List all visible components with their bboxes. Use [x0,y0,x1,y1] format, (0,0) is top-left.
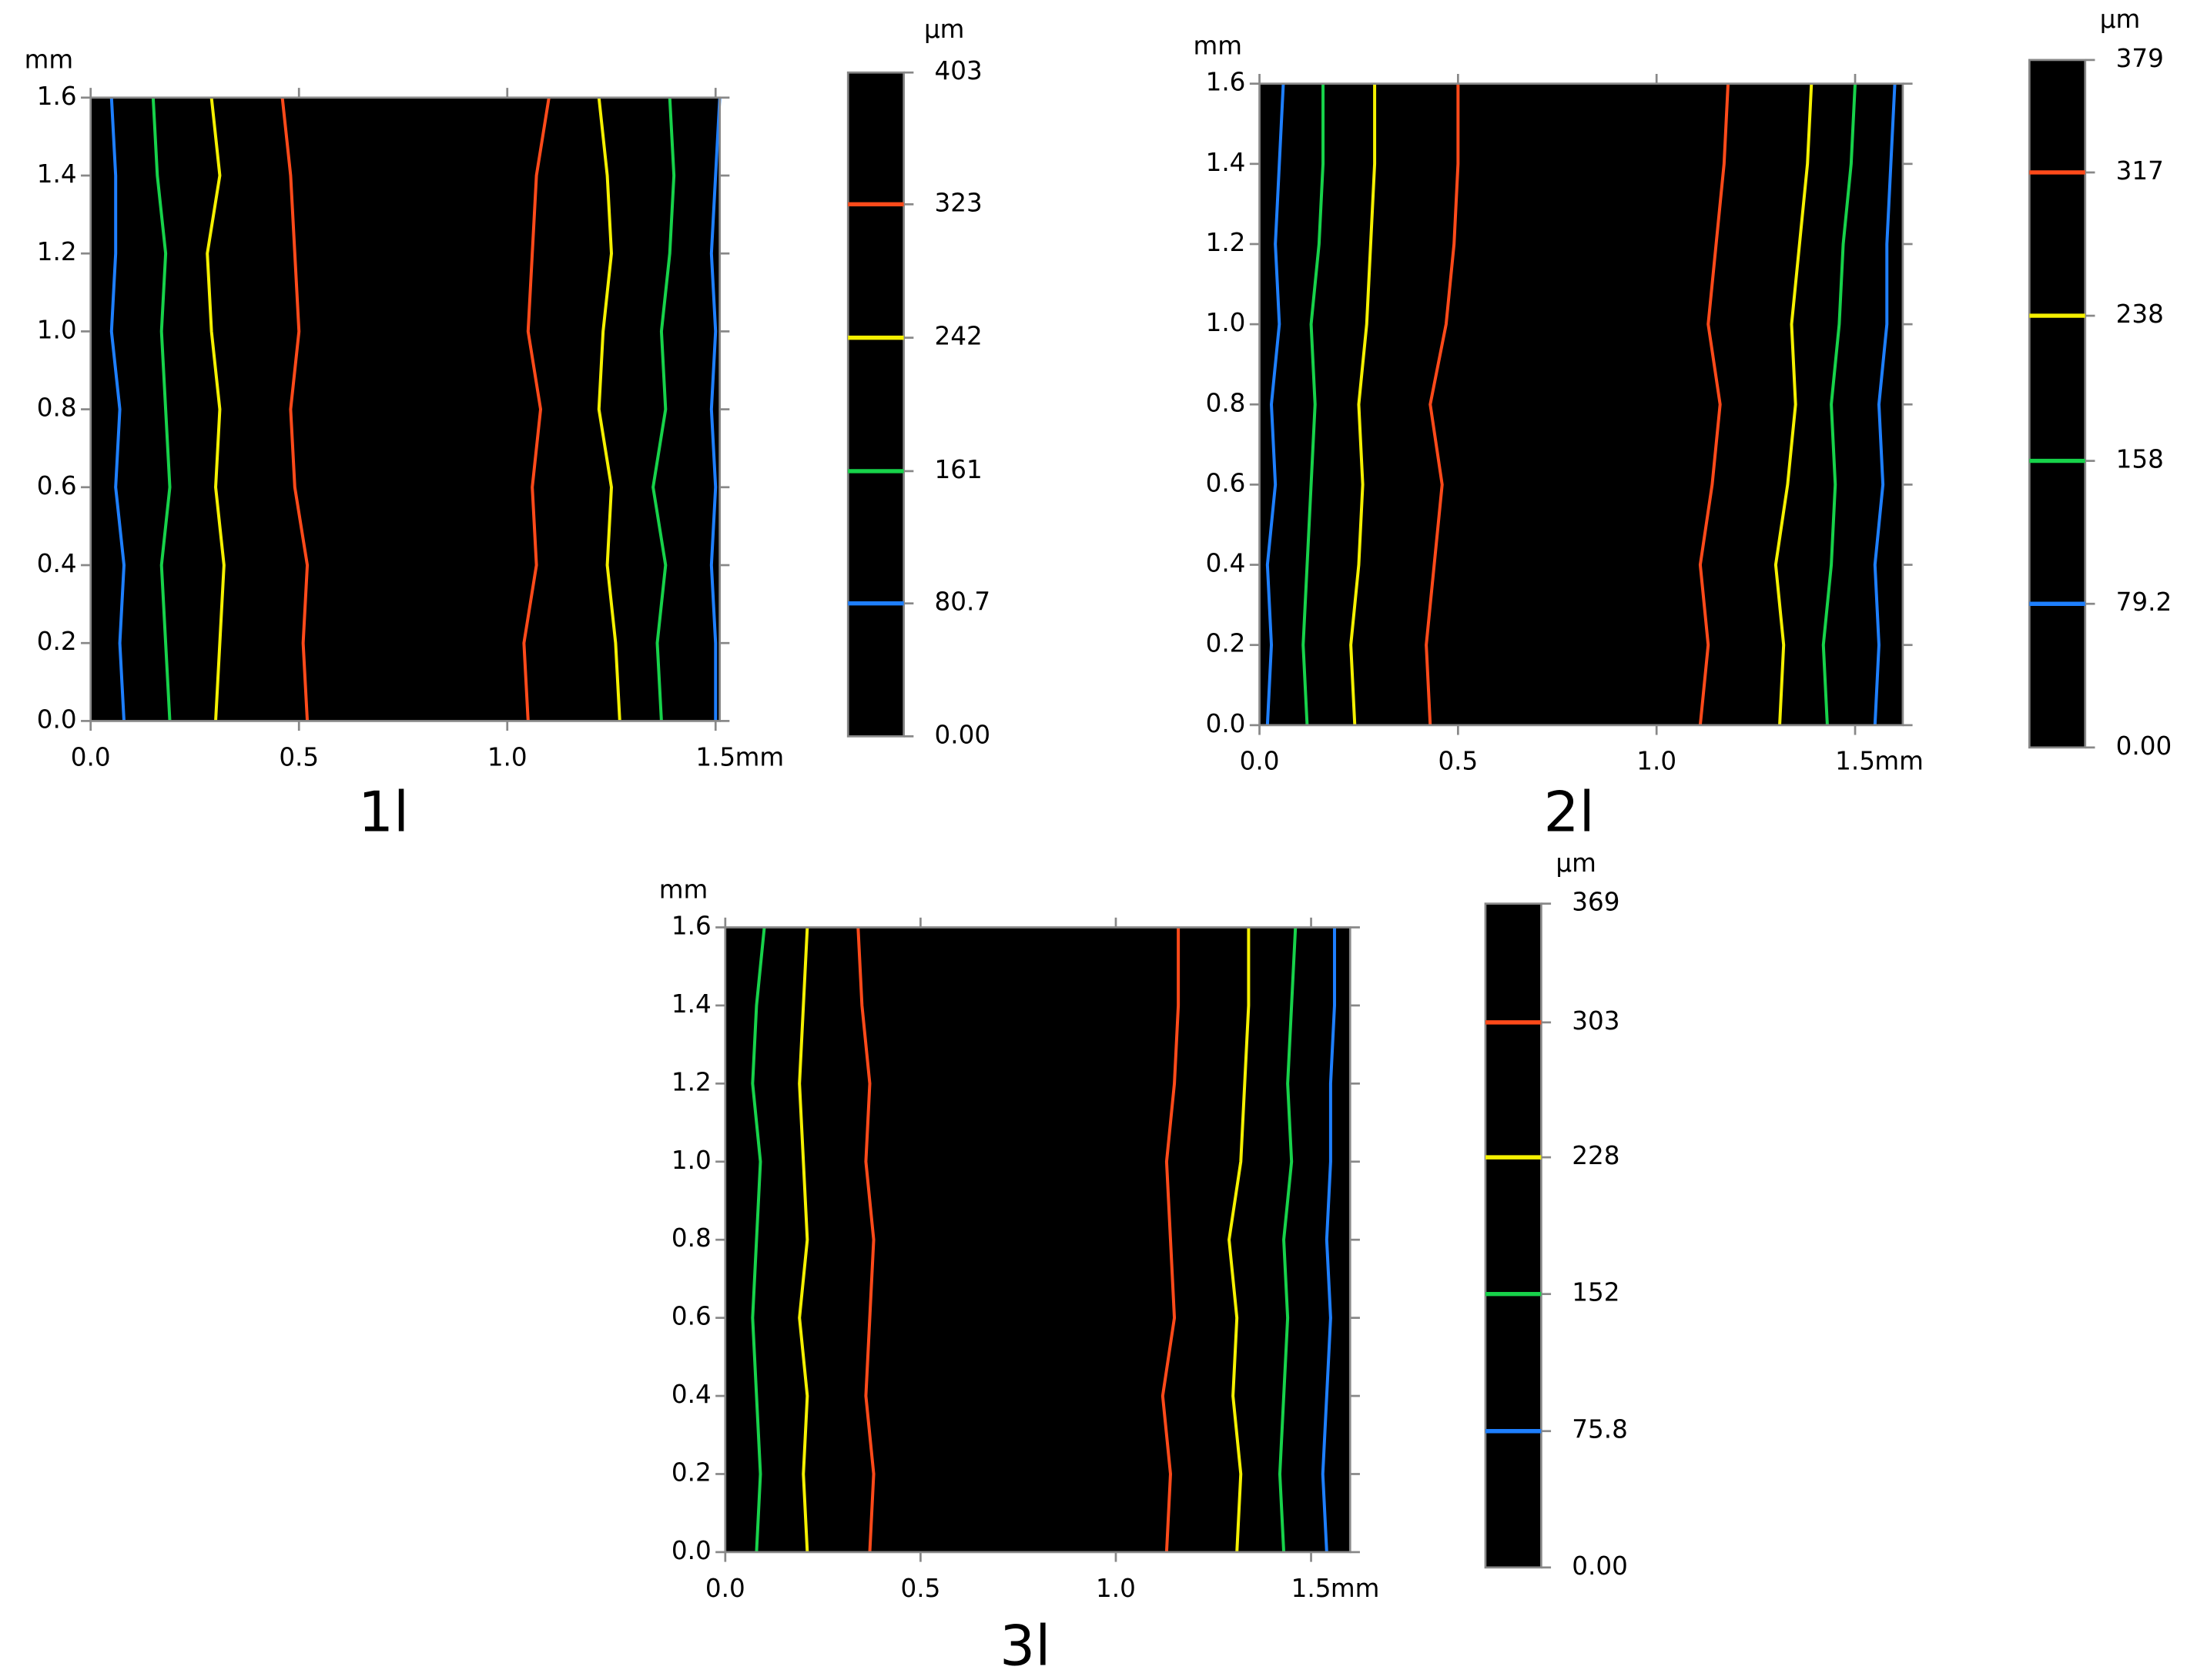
y-tick-label: 0.6 [672,1302,712,1331]
colorbar-tick-label: 228 [1572,1141,1619,1170]
y-axis-label: mm [659,875,708,904]
colorbar-tick-label: 152 [1572,1278,1619,1307]
contour-line [151,97,172,721]
panel-label: 1l [358,781,409,845]
x-tick-label: 1.0 [1096,1574,1136,1603]
colorbar-label: µm [924,15,964,44]
contour-line [1227,927,1251,1553]
y-tick-label: 1.6 [37,82,77,111]
contour-line [1301,83,1325,725]
x-tick-label: 0.0 [705,1574,745,1603]
contour-line [1349,83,1377,725]
contour-line [1425,83,1460,725]
contour-line [709,97,722,721]
y-tick-label: 1.2 [1206,228,1246,257]
colorbar-label: µm [2100,5,2141,34]
contour-line [751,927,766,1553]
contour-line [856,927,876,1553]
colorbar-tick-label: 403 [935,56,983,85]
colorbar-tick-label: 80.7 [935,587,991,617]
colorbar-tick-label: 75.8 [1572,1415,1628,1444]
y-tick-label: 1.6 [672,911,712,940]
colorbar-tick-label: 379 [2116,44,2164,73]
contour-line [1698,83,1730,726]
y-tick-label: 1.4 [672,989,712,1019]
contour-line [1873,83,1897,725]
contour-line [1821,83,1857,725]
y-tick-label: 1.0 [1206,308,1246,337]
x-tick-label: 0.5 [900,1574,940,1603]
colorbar-tick-label: 0.00 [2116,731,2172,761]
x-axis-label: mm [1874,747,1924,776]
colorbar-tick-label: 238 [2116,300,2164,329]
y-tick-label: 1.2 [672,1067,712,1096]
y-tick-label: 1.0 [672,1146,712,1175]
contour-line [1265,83,1285,725]
y-tick-label: 0.2 [37,627,77,656]
plot-area [90,97,720,721]
contour-line [651,97,676,721]
y-tick-label: 0.4 [37,549,77,578]
contour-line [522,97,551,721]
contour-line [109,97,126,721]
x-axis-label: mm [1331,1574,1380,1603]
y-axis-label: mm [25,45,74,75]
contour-line [798,927,809,1553]
x-tick-label: 0.0 [71,742,111,771]
contour-line [1278,927,1298,1553]
y-tick-label: 0.8 [672,1223,712,1253]
y-tick-label: 1.4 [37,159,77,189]
colorbar-tick-label: 79.2 [2116,587,2172,617]
x-tick-label: 1.5 [1835,747,1875,776]
contour-line [597,97,621,721]
x-tick-label: 0.5 [279,742,319,771]
colorbar [2028,59,2087,749]
contour-line [280,97,310,721]
colorbar-tick-label: 323 [935,188,983,217]
y-tick-label: 1.0 [37,315,77,344]
plot-area [725,927,1351,1552]
x-tick-label: 1.5 [695,742,735,771]
colorbar-tick-label: 0.00 [1572,1551,1628,1581]
contour-line [1773,83,1814,725]
contour-line [1321,927,1336,1553]
y-axis-label: mm [1193,32,1242,61]
y-tick-label: 1.6 [1206,68,1246,97]
y-tick-label: 0.6 [1206,468,1246,497]
x-tick-label: 0.5 [1438,747,1478,776]
colorbar-tick-label: 0.00 [935,720,991,749]
y-tick-label: 0.4 [672,1380,712,1409]
colorbar-label: µm [1556,848,1596,878]
x-tick-label: 1.5 [1291,1574,1331,1603]
y-tick-label: 0.6 [37,471,77,500]
y-tick-label: 0.2 [672,1457,712,1487]
x-tick-label: 0.0 [1240,747,1280,776]
colorbar-tick-label: 158 [2116,445,2164,474]
y-tick-label: 0.0 [1206,709,1246,738]
colorbar-tick-label: 161 [935,455,983,484]
y-tick-label: 0.8 [1206,388,1246,417]
colorbar-tick-label: 242 [935,322,983,351]
y-tick-label: 0.4 [1206,549,1246,578]
x-tick-label: 1.0 [1636,747,1676,776]
y-tick-label: 0.8 [37,393,77,423]
x-tick-label: 1.0 [487,742,527,771]
contour-line [206,97,226,721]
y-tick-label: 1.2 [37,237,77,266]
colorbar [1484,902,1542,1569]
contour-line [1160,927,1181,1553]
y-tick-label: 0.2 [1206,629,1246,658]
y-tick-label: 0.0 [37,704,77,734]
y-tick-label: 0.0 [672,1536,712,1565]
colorbar-tick-label: 369 [1572,888,1619,917]
colorbar-tick-label: 303 [1572,1006,1619,1036]
panel-label: 3l [1000,1615,1050,1679]
colorbar [846,71,906,738]
y-tick-label: 1.4 [1206,148,1246,177]
panel-label: 2l [1544,781,1595,845]
x-axis-label: mm [735,742,785,771]
colorbar-tick-label: 317 [2116,156,2164,186]
